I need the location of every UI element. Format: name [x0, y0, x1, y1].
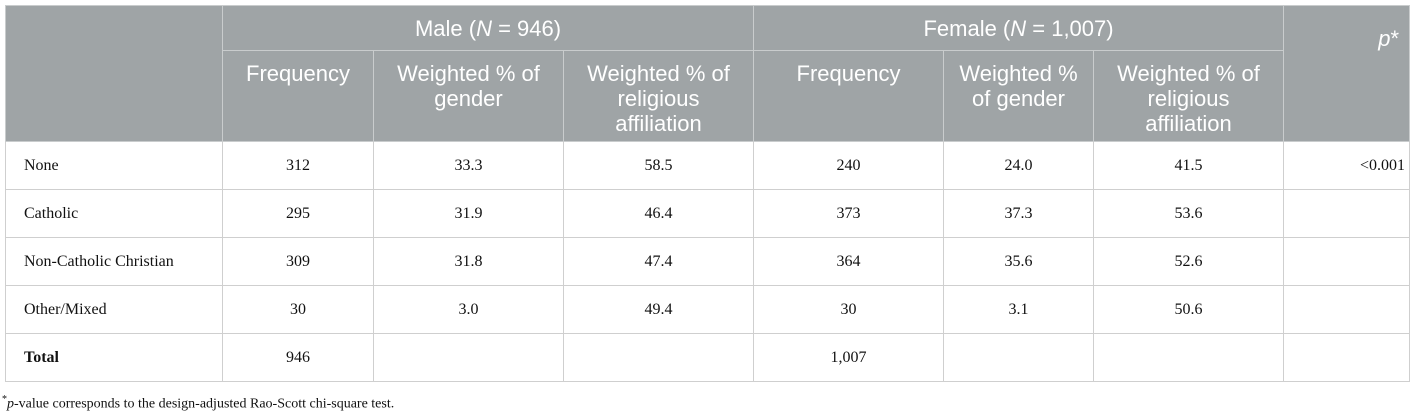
corner [5, 5, 223, 142]
cell: 373 [753, 189, 945, 238]
cell: 46.4 [562, 189, 755, 238]
cell: 37.3 [943, 189, 1095, 238]
column-header: Frequency [753, 50, 945, 142]
cell [562, 333, 755, 382]
cell: <0.001 [1283, 141, 1411, 190]
table-container: Male (N = 946) Female (N = 1,007) p* Fre… [2, 5, 1411, 413]
column-header: Weighted % of gender [943, 50, 1095, 142]
footnote: *p-value corresponds to the design-adjus… [2, 394, 1409, 413]
text-part: * [1390, 26, 1400, 51]
cell: 47.4 [562, 237, 755, 286]
cell: 30 [753, 285, 945, 334]
cell: 309 [222, 237, 374, 286]
text-part: p [1378, 26, 1391, 51]
row-label: Catholic [5, 189, 223, 238]
cell [1283, 333, 1411, 382]
text-part: N [476, 15, 492, 41]
cell: 364 [753, 237, 945, 286]
text-part: * [2, 394, 7, 405]
row-label: Non-Catholic Christian [5, 237, 223, 286]
row: Catholic 295 31.9 46.4 373 37.3 53.6 [5, 189, 1411, 238]
cell: 52.6 [1093, 237, 1285, 286]
cell: 31.9 [373, 189, 564, 238]
row-label: Total [5, 333, 223, 382]
cell [943, 333, 1095, 382]
cell: 41.5 [1093, 141, 1285, 190]
cell: 946 [222, 333, 374, 382]
cell: 30 [222, 285, 374, 334]
cell: 3.1 [943, 285, 1095, 334]
cell [1283, 189, 1411, 238]
text-part: N [1010, 15, 1027, 41]
cell: 240 [753, 141, 945, 190]
text-part: -value corresponds to the design-adjuste… [14, 396, 395, 412]
text-part: p [7, 396, 14, 412]
group-header: Female (N = 1,007) [753, 5, 1285, 51]
p-header: p* [1283, 5, 1411, 142]
cell: 53.6 [1093, 189, 1285, 238]
column-header: Weighted % of religious affiliation [1093, 50, 1285, 142]
row: Other/Mixed 30 3.0 49.4 30 3.1 50.6 [5, 285, 1411, 334]
row: Total 946 1,007 [5, 333, 1411, 382]
cell [1093, 333, 1285, 382]
cell: 50.6 [1093, 285, 1285, 334]
cell [1283, 285, 1411, 334]
text-part: Female ( [923, 15, 1011, 41]
cell: 31.8 [373, 237, 564, 286]
text-part: Male ( [414, 15, 477, 41]
column-header: Weighted % of gender [373, 50, 564, 142]
cell: 3.0 [373, 285, 564, 334]
cell: 312 [222, 141, 374, 190]
cell [373, 333, 564, 382]
row-label: Other/Mixed [5, 285, 223, 334]
row: None 312 33.3 58.5 240 24.0 41.5 <0.001 [5, 141, 1411, 190]
column-header: Frequency [222, 50, 374, 142]
row-label: None [5, 141, 223, 190]
cell: 24.0 [943, 141, 1095, 190]
row: Non-Catholic Christian 309 31.8 47.4 364 35.6… [5, 237, 1411, 286]
group-header: Male (N = 946) [221, 5, 755, 51]
cell [1283, 237, 1411, 286]
column-header: Weighted % of religious affiliation [562, 50, 755, 142]
cell: 1,007 [753, 333, 945, 382]
text-part: = 946) [491, 15, 562, 41]
cell: 35.6 [943, 237, 1095, 286]
cell: 33.3 [373, 141, 564, 190]
cell: 295 [222, 189, 374, 238]
text-part: = 1,007) [1026, 15, 1114, 41]
cell: 49.4 [562, 285, 755, 334]
cell: 58.5 [562, 141, 755, 190]
table: Male (N = 946) Female (N = 1,007) p* Fre… [5, 5, 1411, 382]
